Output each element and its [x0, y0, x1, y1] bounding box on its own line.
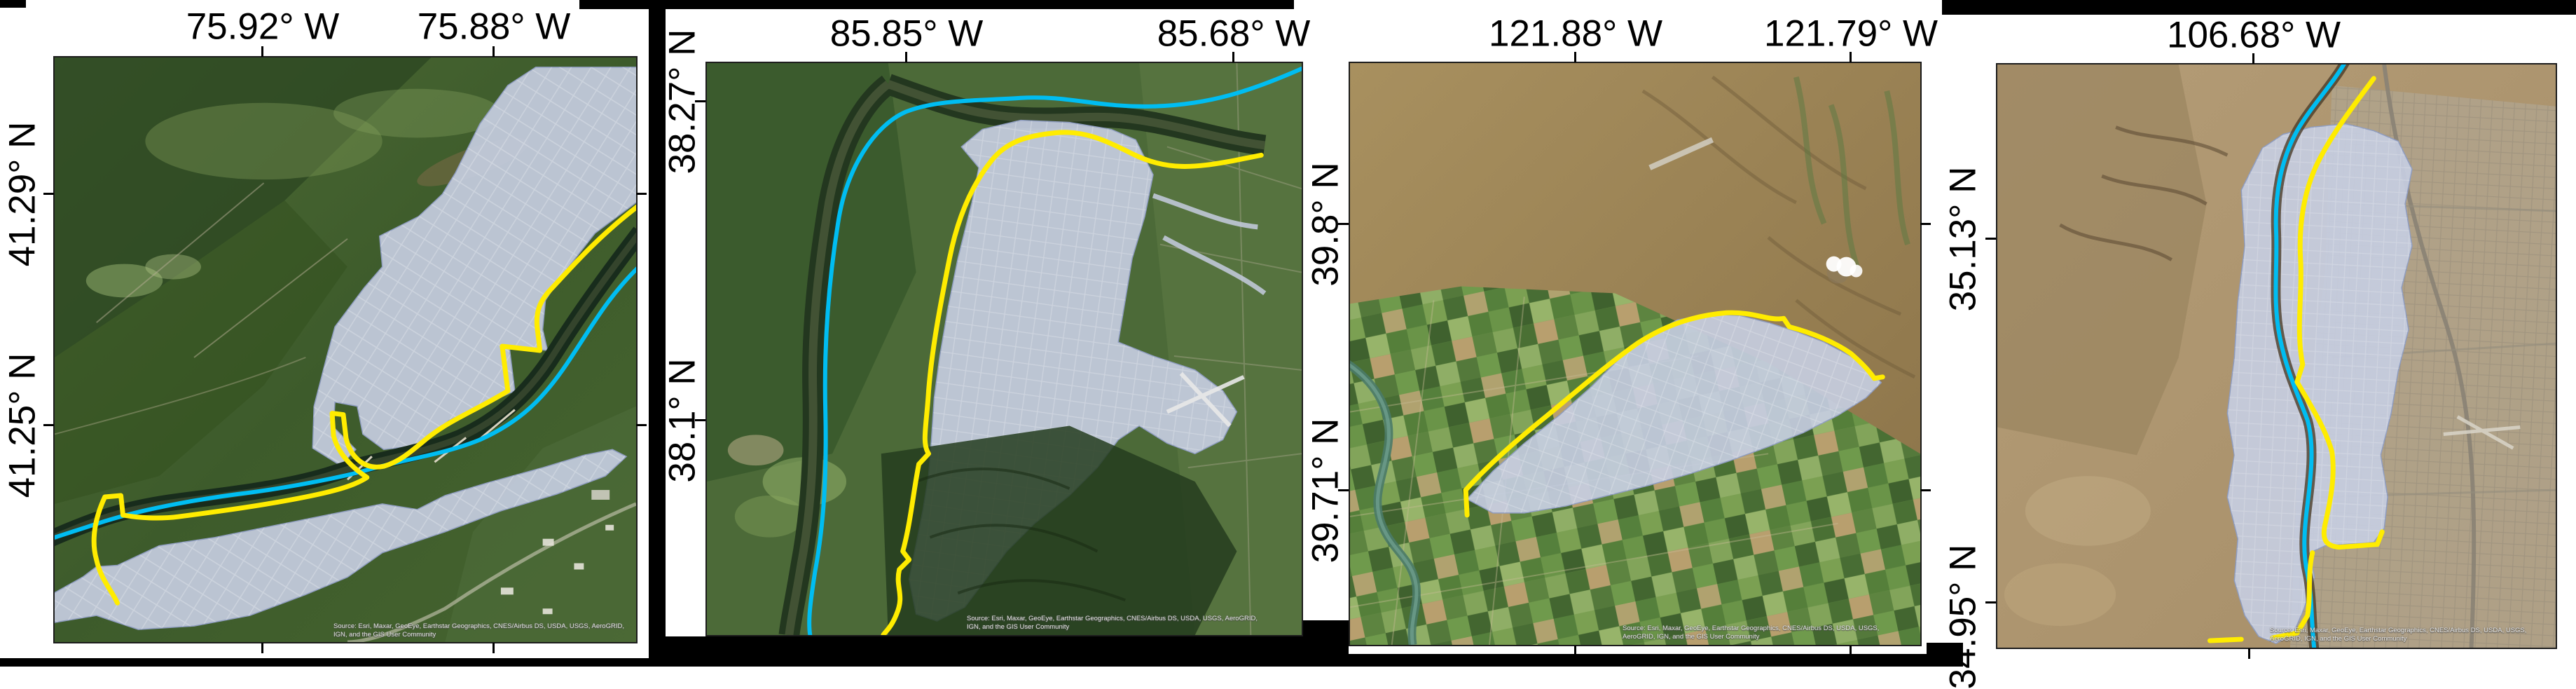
axis-tick [1574, 52, 1576, 62]
desert-mottle [2025, 476, 2151, 546]
boundary-line-yellow [2207, 636, 2244, 643]
x-axis-label: 75.92° W [186, 6, 340, 48]
hill-ridge [915, 468, 1126, 602]
y-axis-label: 34.95° N [1942, 544, 1984, 689]
desert-hills [1997, 64, 2207, 456]
cloud [1826, 256, 1863, 284]
map-frame-bar [0, 658, 649, 667]
satellite-map-panel-3: Source: Esri, Maxar, GeoEye, Earthstar G… [1349, 62, 1922, 646]
river-water [55, 232, 636, 540]
flood-creek-finger [1152, 193, 1267, 296]
map-frame-bar [1942, 0, 2576, 15]
x-axis-label: 121.79° W [1763, 13, 1938, 55]
axis-tick [636, 193, 647, 195]
axis-tick [1850, 52, 1852, 62]
x-axis-label: 121.88° W [1488, 13, 1663, 55]
city-street-texture [312, 67, 636, 466]
satellite-map-panel-4: Source: Esri, Maxar, GeoEye, Earthstar G… [1996, 63, 2557, 649]
attribution-text: Source: Esri, Maxar, GeoEye, Earthstar G… [2270, 627, 2527, 643]
x-axis-label: 85.85° W [829, 13, 984, 55]
axis-tick [695, 419, 705, 421]
axis-tick [1920, 223, 1931, 225]
canyon-vegetation [1793, 76, 1910, 273]
axis-tick [43, 424, 54, 426]
road [1159, 63, 1302, 635]
y-axis-label: 41.29° N [1, 121, 43, 267]
highway [347, 502, 636, 642]
axis-tick [1232, 52, 1234, 62]
axis-tick [2248, 648, 2250, 659]
road [55, 357, 306, 435]
map-frame-bar [1927, 643, 1963, 667]
road [96, 182, 348, 358]
boundary-line-yellow [2294, 76, 2385, 550]
axis-tick [1574, 646, 1576, 656]
axis-tick [1338, 489, 1349, 491]
axis-tick [905, 52, 907, 62]
boundary-line-yellow [2270, 550, 2315, 641]
field [85, 264, 163, 298]
river-water [1350, 363, 1419, 645]
mountain-ridge [1641, 75, 1916, 379]
arroyo [2059, 125, 2229, 261]
axis-tick [636, 424, 647, 426]
y-axis-label: 35.13° N [1942, 166, 1984, 312]
boundary-line-yellow [881, 130, 1264, 635]
satellite-map-panel-1: Source: Esri, Maxar, GeoEye, Earthstar G… [53, 56, 638, 643]
axis-tick [43, 193, 54, 195]
attribution-text: Source: Esri, Maxar, GeoEye, Earthstar G… [1623, 625, 1880, 641]
forest-hills [881, 425, 1237, 635]
axis-tick [261, 643, 263, 653]
airport-runway [1166, 371, 1245, 428]
map-frame-bar [1349, 654, 1927, 667]
desert-mottle [2004, 563, 2116, 627]
attribution-text: Source: Esri, Maxar, GeoEye, Earthstar G… [333, 622, 624, 639]
axis-tick [1920, 489, 1931, 491]
satellite-map-panel-2: Source: Esri, Maxar, GeoEye, Earthstar G… [705, 62, 1303, 636]
axis-tick [1985, 601, 1996, 603]
axis-tick [2252, 53, 2254, 64]
airport-runway [1648, 137, 1714, 170]
field [727, 435, 784, 466]
axis-tick [1850, 646, 1852, 656]
boundary-line-yellow [91, 204, 636, 606]
axis-tick [493, 643, 495, 653]
x-axis-label: 85.68° W [1157, 13, 1311, 55]
map-frame-bar [649, 6, 666, 667]
city-street-texture [55, 449, 627, 630]
axis-tick [1985, 238, 1996, 240]
airport-runway [2443, 415, 2521, 450]
field [734, 495, 805, 538]
y-axis-label: 39.71° N [1304, 418, 1346, 564]
clearing [333, 88, 501, 138]
axis-tick [493, 46, 495, 57]
x-axis-label: 106.68° W [2166, 14, 2341, 56]
x-axis-label: 75.88° W [417, 6, 571, 48]
boundary-line-yellow [1463, 310, 1885, 518]
map-frame-bar [579, 0, 1294, 9]
y-axis-label: 38.27° N [661, 29, 703, 175]
map-frame-bar [666, 636, 1349, 667]
city-street-texture [1467, 314, 1882, 513]
y-axis-label: 41.25° N [1, 353, 43, 498]
attribution-text: Source: Esri, Maxar, GeoEye, Earthstar G… [967, 615, 1258, 632]
river-water [785, 80, 1266, 635]
clearing [145, 102, 383, 180]
axis-tick [261, 46, 263, 57]
y-axis-label: 38.1° N [661, 358, 703, 483]
map-frame-bar [0, 0, 26, 8]
river-line-cyan [2273, 64, 2346, 648]
buildings [500, 490, 614, 615]
y-axis-label: 39.8° N [1304, 162, 1346, 287]
river-line-cyan [55, 266, 636, 540]
axis-tick [695, 100, 705, 102]
axis-tick [1338, 223, 1349, 225]
river-line-cyan [807, 66, 1302, 635]
field [145, 254, 201, 280]
